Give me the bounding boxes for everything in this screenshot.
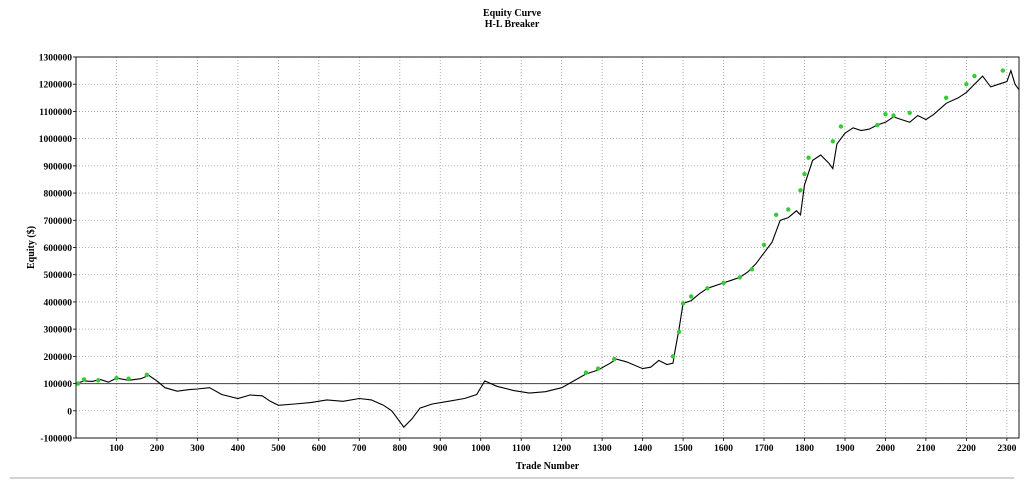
x-axis-title: Trade Number bbox=[516, 461, 580, 472]
equity-high-marker bbox=[721, 280, 726, 286]
equity-high-marker bbox=[688, 294, 694, 299]
y-tick-label: 900000 bbox=[44, 162, 73, 172]
y-tick-label: 300000 bbox=[44, 326, 73, 336]
y-tick-label: 600000 bbox=[44, 244, 73, 254]
equity-high-marker bbox=[583, 370, 589, 375]
y-tick-label: 0 bbox=[67, 407, 72, 417]
x-tick-label: 1900 bbox=[835, 444, 854, 454]
y-tick-label: 100000 bbox=[44, 380, 73, 390]
x-tick-label: 300 bbox=[190, 444, 205, 454]
y-tick-label: 500000 bbox=[44, 271, 73, 281]
y-tick-label: -100000 bbox=[40, 435, 72, 445]
equity-high-marker bbox=[1000, 68, 1006, 73]
x-tick-label: 100 bbox=[109, 444, 124, 454]
equity-high-marker bbox=[964, 82, 969, 87]
equity-high-marker bbox=[75, 381, 81, 386]
y-tick-label: 400000 bbox=[44, 298, 73, 308]
x-tick-label: 1300 bbox=[593, 444, 612, 454]
x-tick-label: 200 bbox=[150, 444, 165, 454]
x-tick-label: 2000 bbox=[876, 444, 895, 454]
equity-high-marker bbox=[81, 377, 87, 382]
plot-frame bbox=[75, 56, 1020, 439]
chart-title: Equity Curve bbox=[482, 8, 542, 19]
x-tick-label: 1800 bbox=[795, 444, 814, 454]
grid bbox=[76, 56, 1019, 439]
x-tick-label: 1200 bbox=[552, 444, 571, 454]
equity-high-marker bbox=[943, 95, 949, 101]
equity-high-marker bbox=[907, 110, 912, 115]
equity-series-line bbox=[75, 68, 1020, 428]
x-tick-label: 400 bbox=[231, 444, 246, 454]
y-axis-title: Equity ($) bbox=[26, 226, 37, 269]
x-tick-label: 1000 bbox=[471, 444, 490, 454]
equity-high-marker bbox=[670, 354, 676, 359]
equity-high-marker bbox=[891, 113, 896, 118]
equity-high-marker bbox=[786, 207, 791, 212]
equity-high-marker bbox=[806, 155, 811, 160]
equity-high-marker bbox=[114, 375, 119, 381]
equity-high-marker bbox=[749, 267, 755, 272]
x-tick-label: 600 bbox=[312, 444, 327, 454]
x-tick-label: 900 bbox=[433, 444, 448, 454]
y-tick-label: 1300000 bbox=[39, 54, 73, 64]
x-tick-label: 2100 bbox=[916, 444, 935, 454]
equity-high-marker bbox=[595, 366, 601, 371]
x-tick-label: 1100 bbox=[512, 444, 531, 454]
y-tick-label: 200000 bbox=[44, 353, 73, 363]
equity-high-marker bbox=[761, 242, 767, 247]
equity-high-marker bbox=[838, 124, 844, 129]
y-tick-label: 700000 bbox=[44, 217, 73, 227]
new-high-markers bbox=[75, 68, 1006, 386]
x-axis: 100 200 300 400 500 600 700 800 900 1000 1100 1200 1… bbox=[109, 438, 1017, 454]
equity-high-marker bbox=[680, 301, 686, 306]
x-tick-label: 1700 bbox=[755, 444, 774, 454]
equity-high-marker bbox=[96, 378, 101, 383]
chart-subtitle: H-L Breaker bbox=[484, 19, 540, 30]
y-tick-label: 1200000 bbox=[39, 81, 73, 91]
equity-high-marker bbox=[798, 188, 803, 193]
x-tick-label: 1600 bbox=[714, 444, 733, 454]
x-tick-label: 2200 bbox=[957, 444, 976, 454]
x-tick-label: 2300 bbox=[997, 444, 1016, 454]
equity-high-marker bbox=[705, 286, 710, 291]
y-tick-label: 1100000 bbox=[39, 108, 72, 118]
equity-high-marker bbox=[773, 212, 779, 218]
y-tick-label: 1000000 bbox=[39, 135, 73, 145]
equity-high-marker bbox=[737, 275, 742, 280]
equity-high-marker bbox=[883, 111, 888, 117]
x-tick-label: 1500 bbox=[674, 444, 693, 454]
equity-high-marker bbox=[972, 73, 977, 79]
equity-high-marker bbox=[126, 376, 131, 381]
equity-high-marker bbox=[612, 356, 617, 362]
x-tick-label: 1400 bbox=[633, 444, 652, 454]
equity-high-marker bbox=[802, 171, 807, 177]
x-tick-label: 500 bbox=[271, 444, 286, 454]
equity-high-marker bbox=[144, 372, 150, 378]
equity-high-marker bbox=[830, 139, 836, 144]
x-tick-label: 700 bbox=[352, 444, 367, 454]
equity-high-marker bbox=[875, 122, 880, 128]
equity-high-marker bbox=[676, 329, 682, 335]
x-tick-label: 800 bbox=[393, 444, 408, 454]
y-tick-label: 800000 bbox=[44, 190, 73, 200]
y-axis: -100000 0 100000 200000 300000 400000 500000 60… bbox=[39, 54, 76, 445]
